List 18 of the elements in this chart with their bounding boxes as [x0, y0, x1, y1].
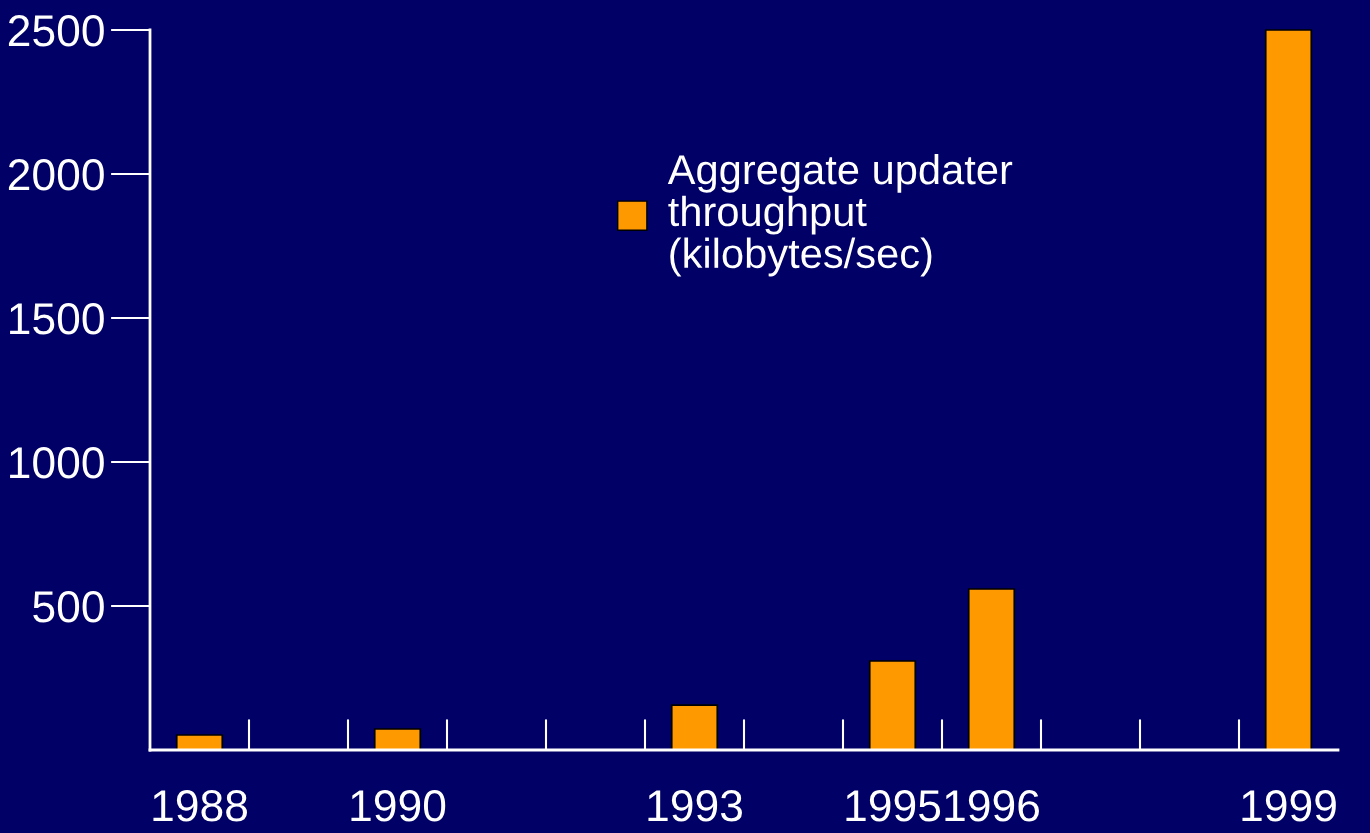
x-tick-label: 1988 — [153, 790, 248, 822]
y-tick-label: 1500 — [10, 303, 104, 335]
x-tick-label: 1995 — [846, 790, 941, 822]
bar — [670, 704, 719, 751]
y-tick-label: 2500 — [8, 15, 104, 47]
y-tick-label: 1000 — [10, 447, 104, 479]
x-tick-label: 1993 — [648, 790, 742, 822]
y-tick-label: 2000 — [8, 159, 104, 191]
bar — [1264, 29, 1313, 751]
x-tick-label: 1990 — [351, 790, 446, 822]
bar — [373, 728, 422, 751]
bar — [868, 660, 917, 751]
y-tick-label: 500 — [33, 591, 104, 623]
x-tick-label: 1996 — [945, 790, 1039, 822]
legend-label: Aggregate updater throughput (kilobytes/sec) — [667, 153, 1013, 277]
x-tick-label: 1999 — [1242, 790, 1336, 822]
bar — [175, 734, 224, 751]
bar — [967, 588, 1016, 751]
